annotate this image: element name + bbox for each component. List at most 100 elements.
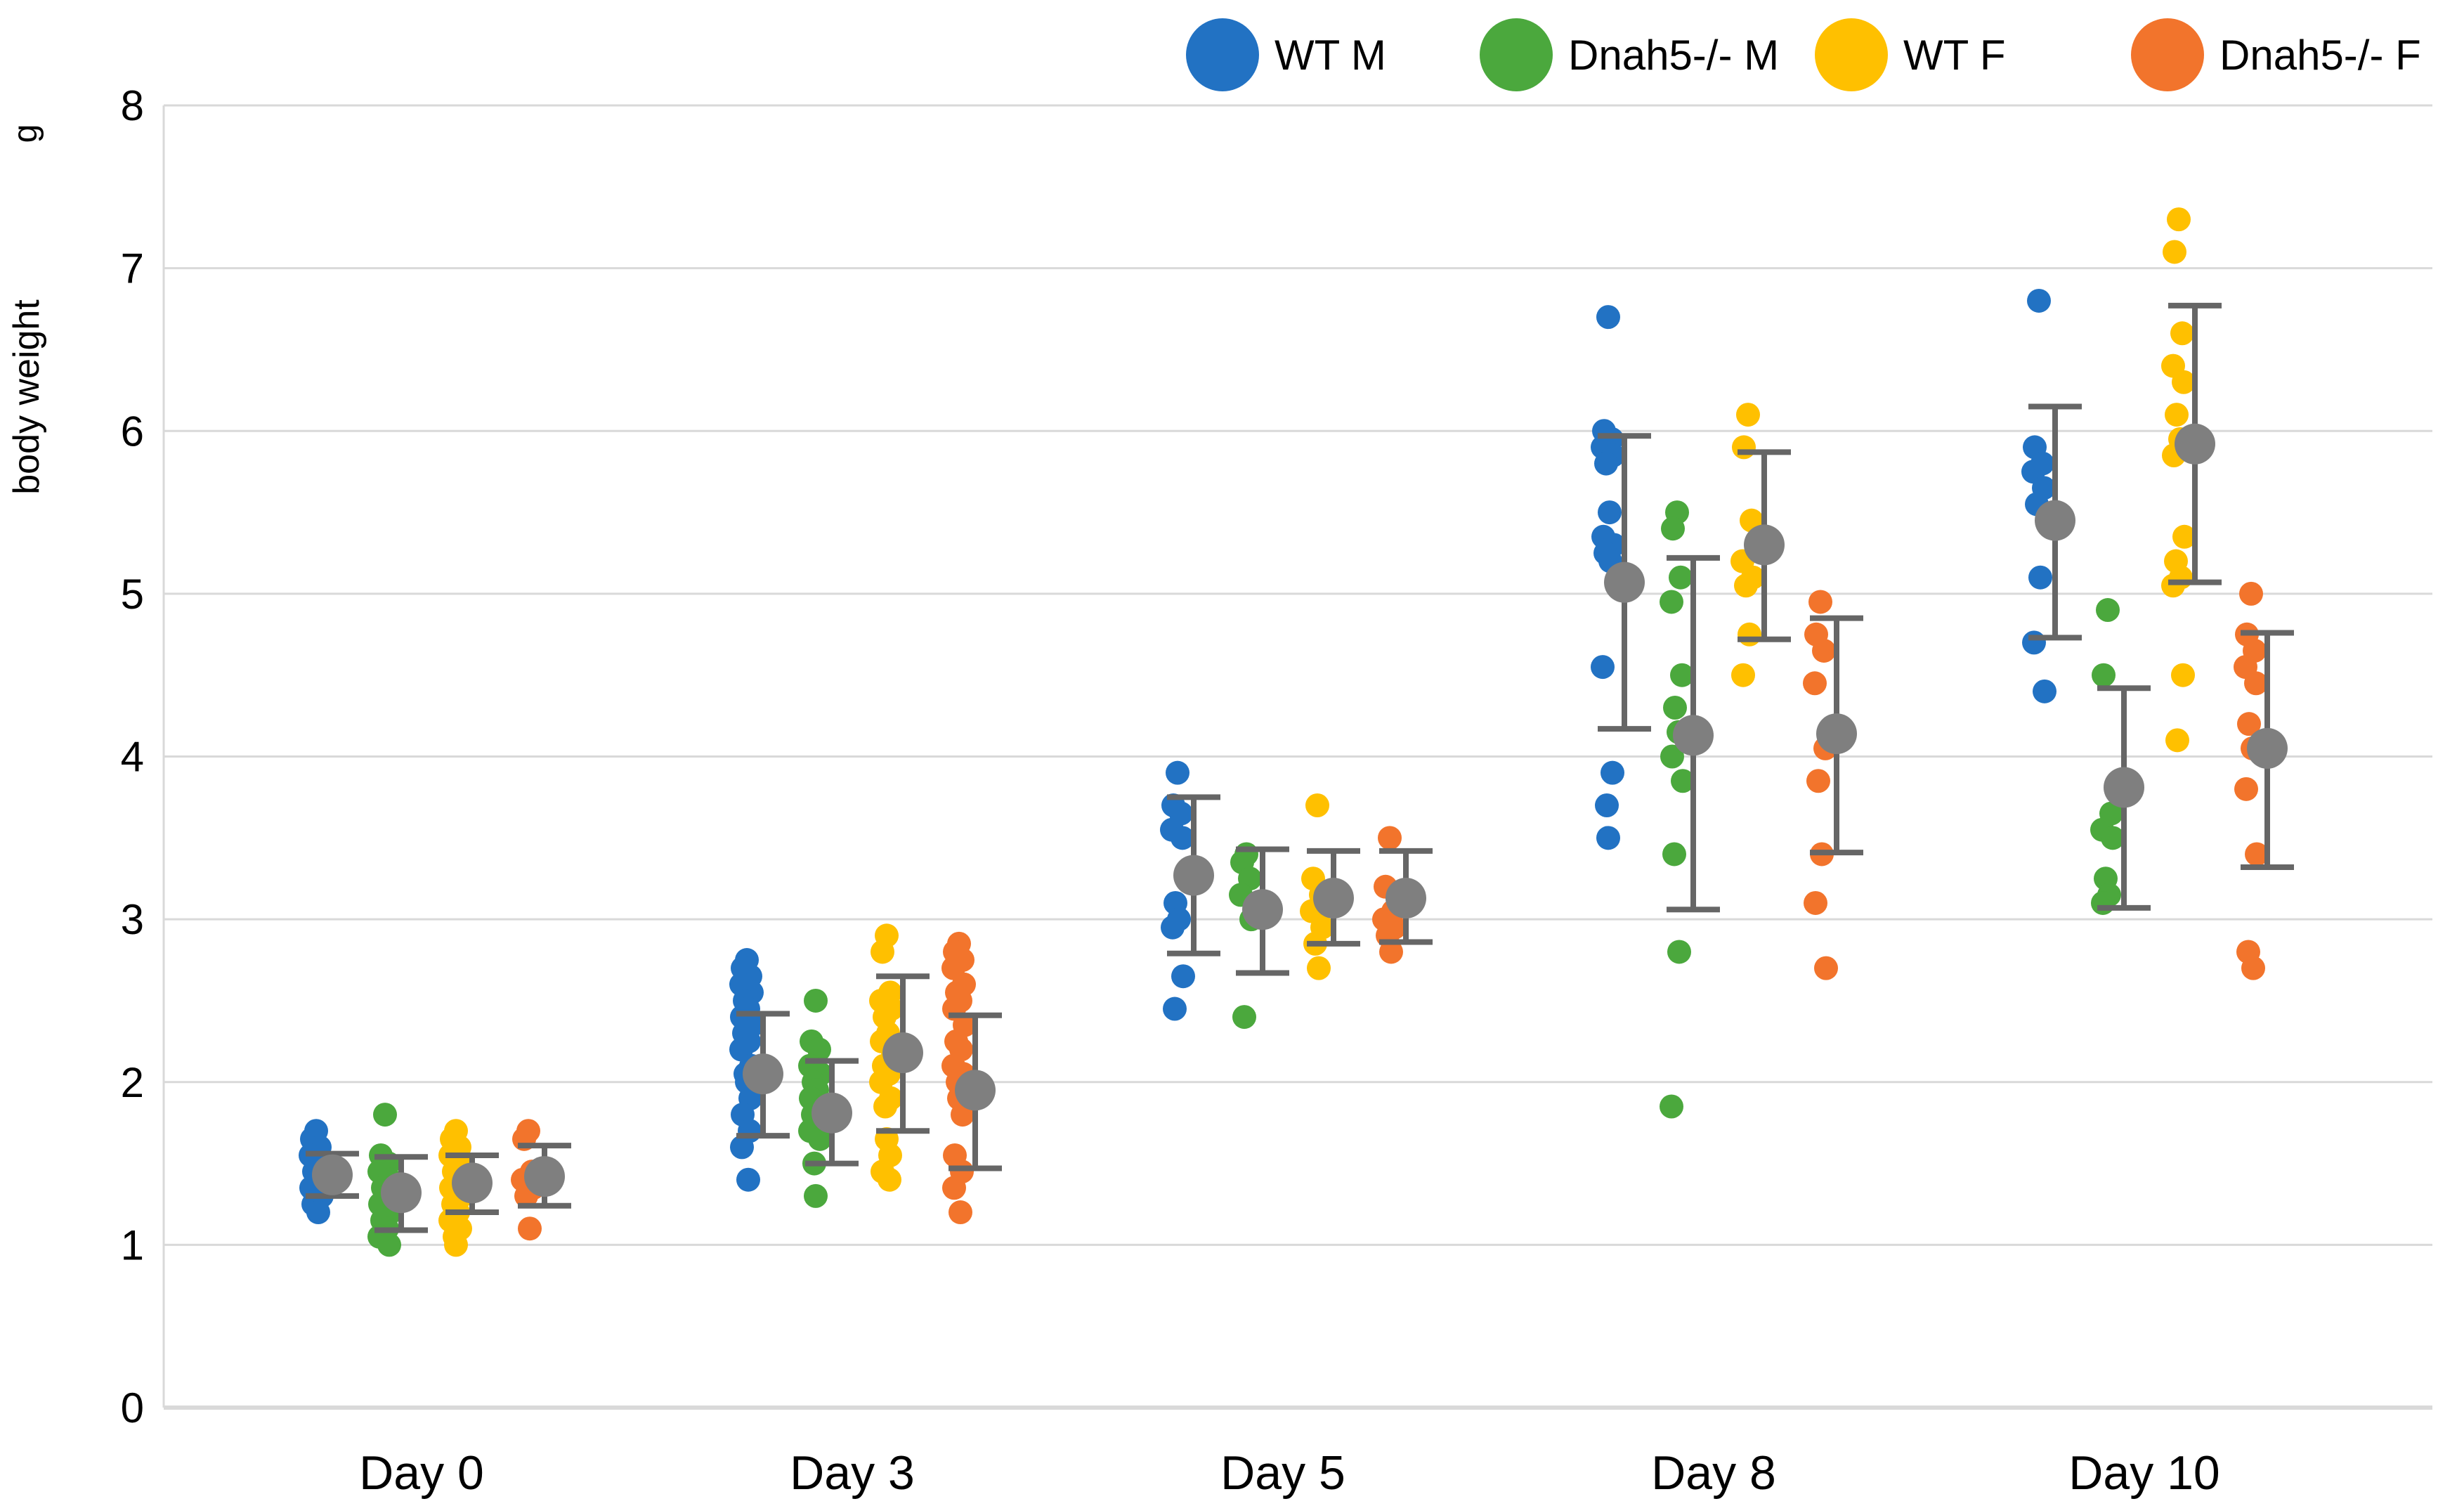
- data-point: [804, 988, 828, 1013]
- y-axis-unit-label: g: [7, 124, 44, 143]
- data-point: [2165, 403, 2189, 427]
- mean-marker: [312, 1154, 353, 1195]
- data-point: [2096, 598, 2120, 623]
- data-point: [808, 1127, 832, 1151]
- data-point: [1663, 696, 1687, 720]
- data-point: [1808, 590, 1832, 614]
- y-axis: 0 1 2 3 4 5 6 7 8: [121, 82, 144, 1432]
- y-tick-label: 4: [121, 734, 144, 781]
- mean-marker: [452, 1162, 493, 1204]
- data-point: [1660, 1094, 1683, 1119]
- legend-label: WT M: [1275, 32, 1386, 79]
- data-point: [871, 940, 894, 964]
- data-point: [1595, 793, 1619, 817]
- legend-swatch-icon: [1815, 18, 1888, 91]
- data-point: [2165, 728, 2189, 753]
- data-point: [2163, 240, 2186, 264]
- data-point: [949, 1200, 972, 1225]
- mean-marker: [882, 1032, 923, 1074]
- y-tick-label: 1: [121, 1221, 144, 1268]
- y-tick-label: 8: [121, 82, 144, 129]
- data-point: [736, 1167, 760, 1192]
- data-point: [1803, 671, 1827, 696]
- data-point: [1732, 435, 1756, 460]
- data-point: [1671, 769, 1695, 793]
- data-point: [373, 1103, 397, 1127]
- data-point: [942, 1176, 966, 1200]
- legend-label: Dnah5-/- F: [2219, 32, 2421, 79]
- data-point: [1601, 760, 1624, 785]
- mean-error-layer: [306, 302, 2294, 1233]
- x-tick-label: Day 0: [359, 1446, 484, 1500]
- data-point: [1736, 403, 1760, 427]
- mean-marker: [1604, 561, 1645, 603]
- mean-marker: [1173, 855, 1214, 896]
- mean-marker: [743, 1053, 783, 1095]
- mean-marker: [811, 1092, 852, 1134]
- data-point: [1171, 964, 1195, 989]
- mean-marker: [1744, 524, 1785, 566]
- series-Dnah5-F: [511, 581, 2269, 1241]
- data-point: [1731, 663, 1755, 687]
- data-point: [1161, 915, 1185, 940]
- mean-marker: [1673, 715, 1714, 756]
- legend: WT M Dnah5-/- M WT F Dnah5-/- F: [1186, 18, 2421, 91]
- data-point: [1171, 826, 1194, 850]
- legend-label: WT F: [1903, 32, 2006, 79]
- data-point: [1594, 451, 1618, 476]
- x-tick-label: Day 3: [790, 1446, 915, 1500]
- data-point: [2234, 777, 2258, 801]
- data-point: [2237, 712, 2261, 736]
- data-point: [1814, 956, 1838, 980]
- data-point: [1734, 573, 1758, 598]
- data-point: [444, 1233, 468, 1257]
- data-point: [1804, 890, 1827, 915]
- legend-label: Dnah5-/- M: [1568, 32, 1779, 79]
- data-point: [1738, 622, 1761, 647]
- mean-marker: [2247, 727, 2288, 769]
- mean-marker: [381, 1172, 422, 1214]
- legend-item-WT-F: WT F: [1815, 18, 2006, 91]
- data-point: [1662, 842, 1686, 866]
- mean-marker: [1242, 889, 1283, 930]
- mean-marker: [524, 1156, 565, 1197]
- data-point: [1667, 940, 1691, 964]
- data-point: [2092, 663, 2116, 687]
- data-point: [1598, 500, 1622, 525]
- legend-item-Dnah5-M: Dnah5-/- M: [1480, 18, 1779, 91]
- data-point: [878, 1167, 901, 1192]
- mean-marker: [1816, 713, 1857, 755]
- y-tick-label: 7: [121, 245, 144, 292]
- series-Dnah5-M: [367, 500, 2125, 1257]
- data-point: [1669, 565, 1693, 590]
- data-point: [1660, 744, 1684, 769]
- mean-marker: [1313, 878, 1354, 919]
- legend-item-WT-M: WT M: [1186, 18, 1386, 91]
- y-tick-label: 3: [121, 896, 144, 943]
- series-WT-M: [299, 288, 2056, 1225]
- data-point: [2091, 890, 2115, 915]
- mean-marker: [1386, 878, 1426, 919]
- data-point: [730, 1135, 754, 1160]
- data-point: [1670, 663, 1694, 687]
- data-point: [804, 1183, 828, 1208]
- mean-marker: [2035, 500, 2075, 541]
- data-point: [1591, 655, 1615, 680]
- data-point: [1806, 769, 1830, 793]
- y-tick-label: 2: [121, 1059, 144, 1106]
- data-point: [377, 1233, 401, 1257]
- data-point: [2161, 573, 2185, 598]
- y-axis-title: body weight: [6, 299, 47, 495]
- series-WT-F: [438, 207, 2196, 1257]
- data-point: [2167, 207, 2191, 232]
- data-point: [2033, 679, 2056, 703]
- data-point: [1378, 826, 1402, 850]
- data-point: [2241, 956, 2265, 980]
- data-point: [1307, 956, 1331, 980]
- legend-swatch-icon: [1480, 18, 1553, 91]
- y-tick-label: 6: [121, 408, 144, 455]
- data-point: [2172, 524, 2196, 549]
- y-tick-label: 5: [121, 571, 144, 618]
- data-point: [2244, 671, 2268, 696]
